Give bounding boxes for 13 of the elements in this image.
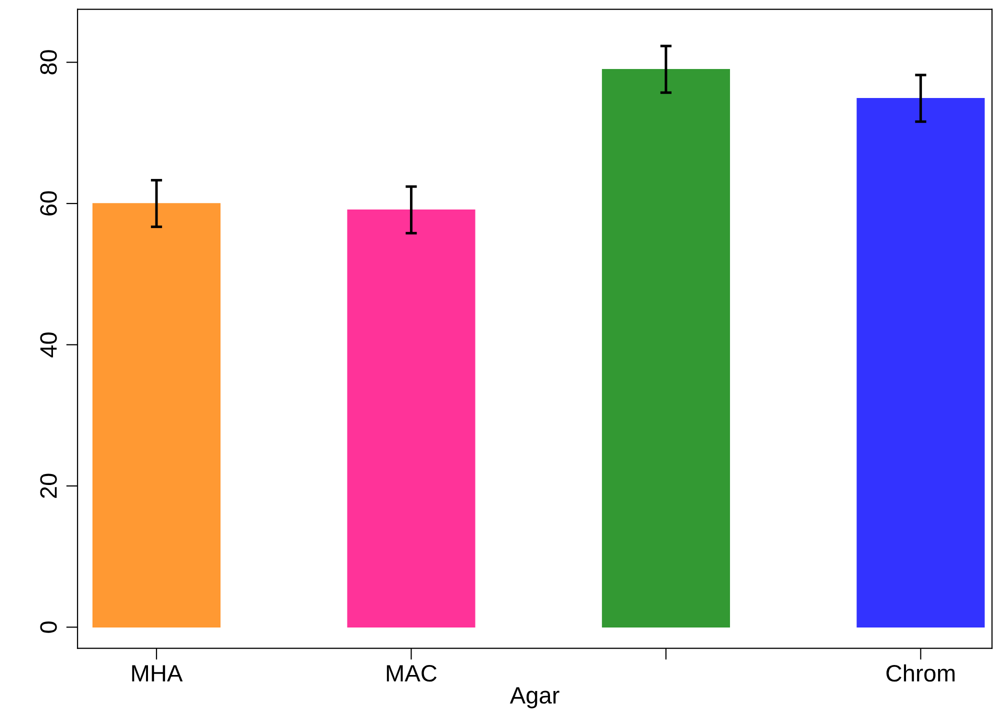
bar: [856, 98, 985, 628]
y-tick-label: 60: [40, 191, 57, 216]
x-axis-title: Agar: [510, 687, 560, 708]
y-tick-label: 40: [40, 332, 57, 358]
bar: [347, 210, 476, 628]
y-tick-label: 20: [40, 474, 57, 498]
x-tick-label: Chrom: [886, 664, 955, 682]
y-tick-label: 80: [40, 50, 57, 74]
y-tick-label: 0: [40, 622, 57, 633]
x-tick-label: MAC: [386, 664, 437, 682]
x-tick-label: MHA: [132, 665, 183, 682]
bar: [92, 203, 221, 628]
bar: [602, 69, 730, 628]
